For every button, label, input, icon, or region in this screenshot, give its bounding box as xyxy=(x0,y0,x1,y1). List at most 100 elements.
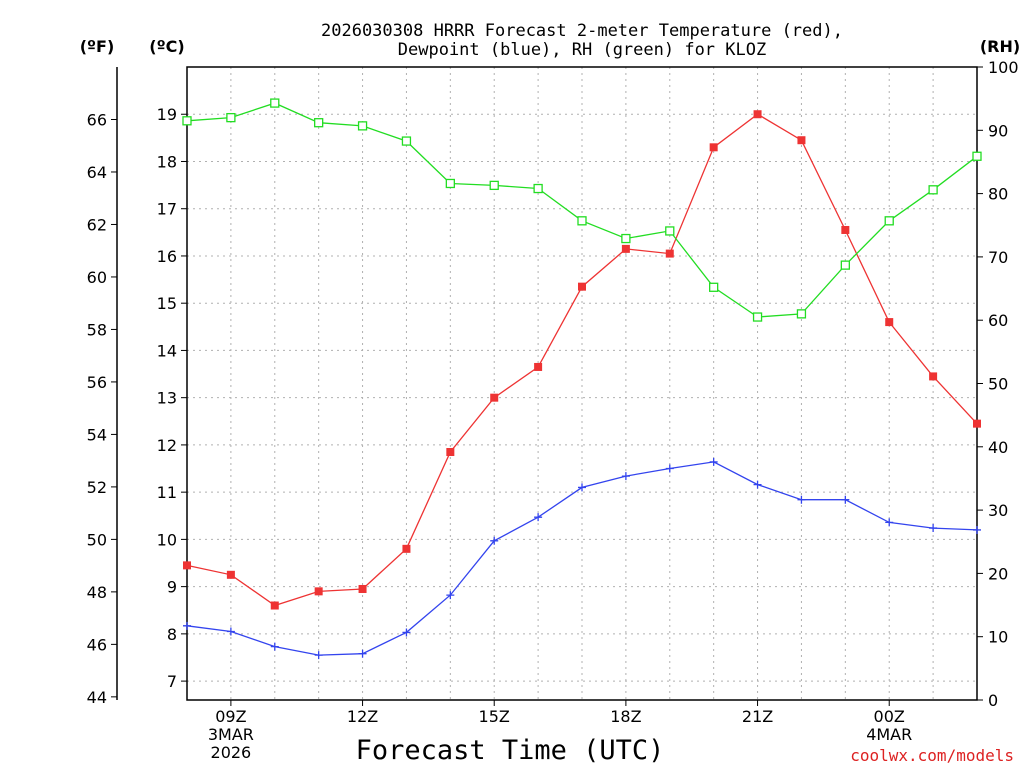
rh-point xyxy=(928,185,938,195)
x-tick-date-label: 3MAR xyxy=(208,725,254,744)
celsius-tick-label: 15 xyxy=(157,294,177,313)
fahrenheit-unit-label: (ºF) xyxy=(80,37,115,56)
dewpoint-point xyxy=(534,513,543,522)
dewpoint-point xyxy=(841,495,850,504)
temperature-point xyxy=(973,419,981,428)
celsius-tick-label: 12 xyxy=(157,436,177,455)
x-tick-label: 12Z xyxy=(347,707,378,726)
celsius-tick-label: 18 xyxy=(157,152,177,171)
x-tick-label: 00Z xyxy=(874,707,905,726)
rh-tick-label: 30 xyxy=(988,501,1008,520)
rh-tick-label: 20 xyxy=(988,564,1008,583)
dewpoint-point xyxy=(665,464,674,473)
rh-point xyxy=(533,183,543,194)
temperature-point xyxy=(929,372,938,381)
rh-point xyxy=(314,118,324,128)
temperature-point xyxy=(314,587,323,596)
celsius-tick-label: 11 xyxy=(157,483,177,502)
chart-title-line-2: Dewpoint (blue), RH (green) for KLOZ xyxy=(398,40,766,60)
grid-lines xyxy=(187,67,977,700)
celsius-tick-label: 13 xyxy=(157,389,177,408)
series-layer xyxy=(182,98,982,660)
fahrenheit-tick-label: 62 xyxy=(87,215,107,234)
celsius-tick-label: 9 xyxy=(167,578,177,597)
fahrenheit-tick-label: 46 xyxy=(87,635,107,654)
temperature-point xyxy=(358,584,367,593)
rh-point xyxy=(226,112,236,123)
celsius-tick-label: 8 xyxy=(167,625,177,644)
dewpoint-point xyxy=(183,621,191,630)
rh-axis-ticks: 0 10 20 30 40 50 60 70 80 90 100 xyxy=(977,58,1019,710)
temperature-point xyxy=(402,544,411,553)
rh-point xyxy=(796,309,807,319)
rh-point xyxy=(577,216,587,226)
rh-point xyxy=(401,136,412,146)
fahrenheit-tick-label: 54 xyxy=(87,425,107,444)
fahrenheit-tick-label: 58 xyxy=(87,320,107,339)
dewpoint-point xyxy=(797,495,806,504)
celsius-tick-label: 10 xyxy=(157,530,177,549)
rh-unit-label: (RH) xyxy=(980,37,1020,56)
dewpoint-point xyxy=(446,591,455,600)
celsius-axis-ticks: 7 8 9 10 11 12 13 14 15 16 17 18 19 xyxy=(157,105,187,691)
rh-point xyxy=(665,226,675,236)
x-tick-date-label: 4MAR xyxy=(866,725,912,744)
rh-point xyxy=(357,121,368,131)
dewpoint-point xyxy=(490,536,499,545)
x-tick-year-label: 2026 xyxy=(211,743,252,762)
rh-point xyxy=(621,233,631,244)
rh-tick-label: 10 xyxy=(988,628,1008,647)
dewpoint-point xyxy=(402,628,411,637)
fahrenheit-tick-label: 66 xyxy=(87,110,107,129)
dewpoint-point xyxy=(314,651,323,660)
x-axis-title: Forecast Time (UTC) xyxy=(356,735,665,766)
credit-text: coolwx.com/models xyxy=(850,746,1014,765)
rh-point xyxy=(972,151,982,161)
rh-point xyxy=(752,312,763,322)
dewpoint-point xyxy=(753,480,762,489)
temperature-point xyxy=(665,249,674,258)
dewpoint-point xyxy=(226,627,235,636)
temperature-point xyxy=(270,601,279,610)
dewpoint-point xyxy=(358,649,367,658)
temperature-point xyxy=(490,393,499,402)
dewpoint-point xyxy=(621,472,630,481)
fahrenheit-tick-label: 48 xyxy=(87,583,107,602)
celsius-tick-label: 7 xyxy=(167,672,177,691)
temperature-point xyxy=(534,362,543,371)
celsius-tick-label: 14 xyxy=(157,341,177,360)
rh-tick-label: 90 xyxy=(988,121,1008,140)
temperature-point xyxy=(709,143,718,152)
fahrenheit-tick-label: 64 xyxy=(87,163,107,182)
celsius-tick-label: 19 xyxy=(157,105,177,124)
temperature-point xyxy=(183,561,191,570)
fahrenheit-tick-label: 60 xyxy=(87,268,107,287)
dewpoint-point xyxy=(973,525,981,534)
x-tick-label: 15Z xyxy=(479,707,510,726)
rh-point xyxy=(182,116,192,126)
dewpoint-point xyxy=(929,524,938,533)
x-tick-label: 18Z xyxy=(610,707,641,726)
temperature-point xyxy=(841,225,850,234)
fahrenheit-tick-label: 56 xyxy=(87,373,107,392)
rh-point xyxy=(884,216,894,226)
rh-point xyxy=(445,178,455,189)
celsius-unit-label: (ºC) xyxy=(149,37,184,56)
fahrenheit-tick-label: 52 xyxy=(87,478,107,497)
rh-point xyxy=(840,260,850,270)
fahrenheit-axis-ticks: 44 46 48 50 52 54 56 58 60 62 64 66 xyxy=(87,110,117,707)
dewpoint-point xyxy=(578,483,586,492)
x-tick-label: 21Z xyxy=(742,707,773,726)
temperature-point xyxy=(621,244,630,253)
x-tick-label: 09Z xyxy=(215,707,246,726)
dewpoint-point xyxy=(885,518,894,527)
temperature-point xyxy=(226,570,235,579)
rh-point xyxy=(489,180,499,191)
temperature-point xyxy=(797,136,806,145)
celsius-tick-label: 17 xyxy=(157,200,177,219)
plot-frame xyxy=(186,66,978,701)
temperature-point xyxy=(885,318,894,327)
dewpoint-point xyxy=(270,642,279,651)
